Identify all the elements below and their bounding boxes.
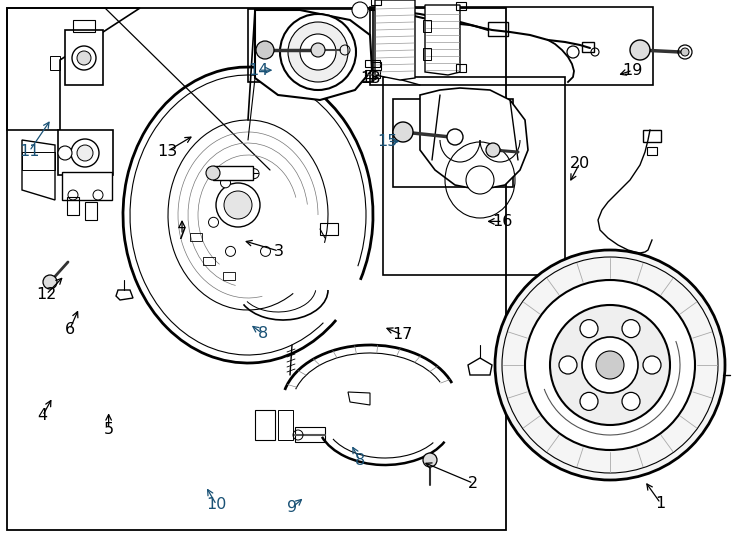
Text: 15: 15 (377, 134, 398, 149)
Circle shape (447, 129, 463, 145)
Circle shape (280, 14, 356, 90)
Text: 5: 5 (103, 422, 114, 437)
Circle shape (596, 351, 624, 379)
Bar (213, 166, 253, 180)
Circle shape (220, 178, 230, 188)
Bar (248, 9, 373, 82)
Text: 12: 12 (36, 287, 57, 302)
Text: 17: 17 (392, 327, 413, 342)
Bar (22, 152, 55, 170)
Circle shape (249, 168, 259, 179)
Circle shape (58, 146, 72, 160)
Bar (643, 130, 661, 142)
Bar (647, 147, 657, 155)
Circle shape (393, 122, 413, 142)
Text: 20: 20 (570, 156, 590, 171)
Circle shape (256, 41, 274, 59)
Circle shape (643, 356, 661, 374)
Circle shape (495, 250, 725, 480)
Bar (295, 427, 325, 442)
Circle shape (311, 43, 325, 57)
Text: 8: 8 (355, 453, 365, 468)
Polygon shape (425, 5, 460, 75)
Text: 3: 3 (274, 244, 284, 259)
Bar (73, 20, 95, 32)
Text: 18: 18 (360, 71, 381, 86)
Circle shape (206, 166, 220, 180)
Bar (393, 99, 513, 187)
Bar (85, 202, 97, 220)
Text: 10: 10 (206, 497, 227, 512)
Bar (582, 42, 594, 52)
Circle shape (71, 139, 99, 167)
Bar (456, 64, 466, 72)
Bar (383, 77, 565, 275)
Text: 13: 13 (157, 144, 178, 159)
Circle shape (208, 217, 219, 227)
Text: 1: 1 (655, 496, 666, 511)
Bar (7, 8, 506, 530)
Circle shape (225, 246, 236, 256)
Circle shape (550, 305, 670, 425)
Bar (255, 410, 275, 440)
Bar (50, 56, 60, 70)
Text: 11: 11 (19, 144, 40, 159)
Circle shape (423, 453, 437, 467)
Text: 2: 2 (468, 476, 479, 491)
Polygon shape (375, 0, 415, 80)
Circle shape (77, 145, 93, 161)
Circle shape (622, 393, 640, 410)
Text: 19: 19 (622, 63, 643, 78)
Circle shape (352, 2, 368, 18)
Text: 7: 7 (177, 227, 187, 242)
Circle shape (486, 143, 500, 157)
Text: 9: 9 (287, 500, 297, 515)
Circle shape (630, 40, 650, 60)
Text: 6: 6 (65, 322, 75, 337)
Polygon shape (420, 88, 528, 190)
Circle shape (224, 191, 252, 219)
Bar (423, 48, 431, 60)
Circle shape (300, 34, 336, 70)
Bar (423, 20, 431, 32)
Circle shape (216, 183, 260, 227)
Circle shape (559, 356, 577, 374)
Circle shape (288, 22, 348, 82)
Text: 8: 8 (258, 326, 268, 341)
Bar (371, 62, 381, 70)
Bar (62, 172, 112, 200)
Polygon shape (22, 140, 55, 200)
Text: 4: 4 (37, 408, 48, 423)
Text: 16: 16 (493, 214, 513, 229)
Circle shape (582, 337, 638, 393)
Bar (65, 30, 103, 85)
Bar (371, 0, 381, 5)
Circle shape (466, 166, 494, 194)
Bar (67, 197, 79, 215)
Bar (58, 130, 113, 175)
Bar (456, 2, 466, 10)
Circle shape (681, 48, 689, 56)
Circle shape (261, 246, 271, 256)
Bar (320, 223, 338, 235)
Text: 14: 14 (248, 63, 269, 78)
Bar (278, 410, 293, 440)
Circle shape (43, 275, 57, 289)
Circle shape (77, 51, 91, 65)
Bar (488, 22, 508, 36)
Bar (370, 7, 653, 85)
Circle shape (580, 320, 598, 338)
Circle shape (622, 320, 640, 338)
Polygon shape (255, 10, 372, 100)
Circle shape (525, 280, 695, 450)
Circle shape (580, 393, 598, 410)
Circle shape (72, 46, 96, 70)
